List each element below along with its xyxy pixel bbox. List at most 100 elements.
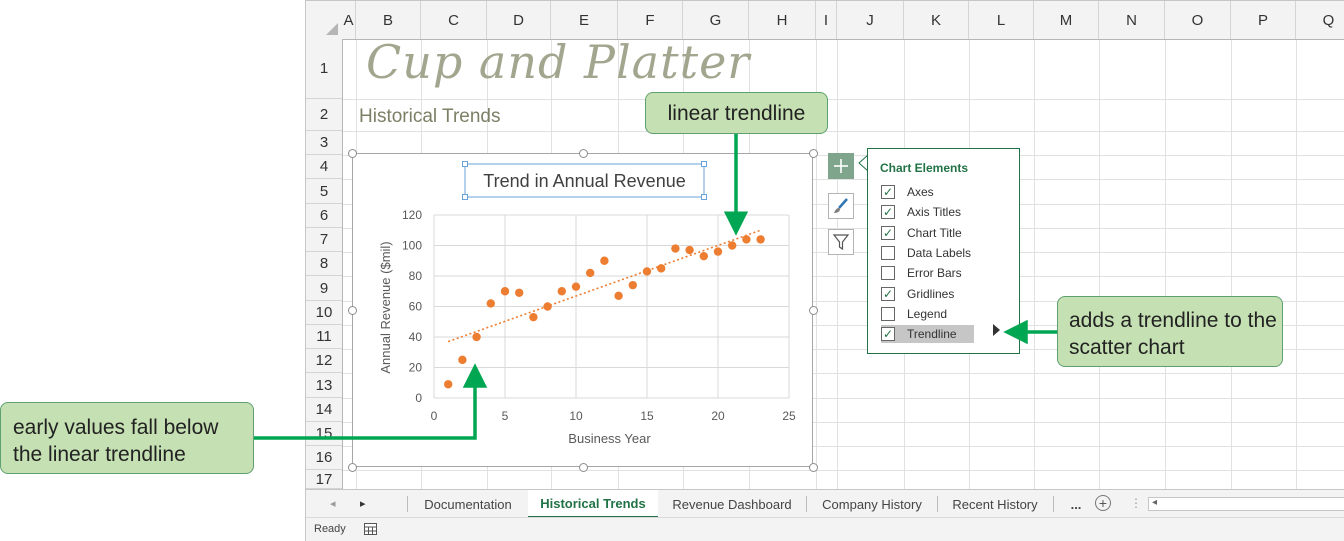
data-point[interactable] xyxy=(614,291,623,301)
column-header-b[interactable]: B xyxy=(356,1,421,39)
data-point[interactable] xyxy=(444,380,453,389)
row-header-5[interactable]: 5 xyxy=(306,179,342,204)
data-point[interactable] xyxy=(756,235,765,244)
tab-historical-trends[interactable]: Historical Trends xyxy=(528,490,658,518)
select-all-corner[interactable] xyxy=(306,1,342,39)
scatter-chart[interactable]: Trend in Annual Revenue 0 20 40 60 80 100 120 0 5… xyxy=(352,153,813,467)
row-header-7[interactable]: 7 xyxy=(306,228,342,252)
column-header-d[interactable]: D xyxy=(487,1,551,39)
tab-company-history[interactable]: Company History xyxy=(822,496,922,512)
checkbox-icon[interactable]: ✓ xyxy=(881,205,895,220)
data-point[interactable] xyxy=(728,241,737,250)
row-header-8[interactable]: 8 xyxy=(306,252,342,276)
chart-resize-handle[interactable] xyxy=(808,148,818,158)
data-point[interactable] xyxy=(515,288,524,297)
column-header-k[interactable]: K xyxy=(904,1,969,39)
column-header-o[interactable]: O xyxy=(1165,1,1231,39)
data-point[interactable] xyxy=(628,280,637,290)
data-point[interactable] xyxy=(699,251,708,261)
row-header-16[interactable]: 16 xyxy=(306,446,342,470)
chart-elements-button[interactable] xyxy=(828,153,854,179)
chart-element-trendline[interactable]: ✓ Trendline xyxy=(881,325,974,344)
row-header-12[interactable]: 12 xyxy=(306,349,342,373)
row-header-10[interactable]: 10 xyxy=(306,301,342,325)
data-point[interactable] xyxy=(671,244,680,253)
chart-element-chart-title[interactable]: ✓ Chart Title xyxy=(881,224,962,242)
scroll-left-icon[interactable]: ◂ xyxy=(330,498,336,510)
column-header-p[interactable]: P xyxy=(1231,1,1296,39)
row-header-6[interactable]: 6 xyxy=(306,204,342,228)
chart-element-legend[interactable]: Legend xyxy=(881,305,947,323)
column-header-g[interactable]: G xyxy=(683,1,749,39)
data-point[interactable] xyxy=(500,287,510,296)
scroll-right-icon[interactable]: ▸ xyxy=(360,498,366,510)
chart-resize-handle[interactable] xyxy=(347,148,357,158)
add-sheet-icon[interactable]: + xyxy=(1095,495,1111,511)
row-header-2[interactable]: 2 xyxy=(306,99,342,131)
row-header-15[interactable]: 15 xyxy=(306,422,342,446)
data-point[interactable] xyxy=(657,264,666,273)
column-header-a[interactable]: A xyxy=(342,1,356,39)
chart-resize-handle[interactable] xyxy=(578,148,588,158)
tab-documentation[interactable]: Documentation xyxy=(424,496,512,512)
column-header-j[interactable]: J xyxy=(837,1,904,39)
data-point[interactable] xyxy=(472,332,481,342)
data-point[interactable] xyxy=(685,245,694,255)
row-header-3[interactable]: 3 xyxy=(306,131,342,155)
chart-resize-handle[interactable] xyxy=(347,462,357,472)
column-header-m[interactable]: M xyxy=(1034,1,1099,39)
data-point[interactable] xyxy=(458,355,467,365)
checkbox-icon[interactable] xyxy=(881,266,895,281)
chart-filters-button[interactable] xyxy=(828,229,854,255)
checkbox-icon[interactable]: ✓ xyxy=(881,185,895,199)
chart-resize-handle[interactable] xyxy=(808,305,818,315)
checkbox-icon[interactable] xyxy=(881,245,895,260)
column-header-f[interactable]: F xyxy=(618,1,683,39)
chart-resize-handle[interactable] xyxy=(578,462,588,472)
data-point[interactable] xyxy=(529,312,538,322)
chart-element-data-labels[interactable]: Data Labels xyxy=(881,244,971,262)
horizontal-scrollbar[interactable]: ◂ xyxy=(1148,497,1344,511)
data-point[interactable] xyxy=(642,267,652,276)
data-point[interactable] xyxy=(543,302,552,311)
chart-element-axes[interactable]: ✓ Axes xyxy=(881,183,934,201)
data-point[interactable] xyxy=(571,282,581,291)
row-header-11[interactable]: 11 xyxy=(306,325,342,349)
row-header-13[interactable]: 13 xyxy=(306,373,342,398)
chart-styles-button[interactable] xyxy=(828,193,854,219)
column-header-e[interactable]: E xyxy=(551,1,618,39)
column-header-n[interactable]: N xyxy=(1099,1,1165,39)
data-point[interactable] xyxy=(486,299,495,308)
data-point[interactable] xyxy=(713,247,723,256)
column-header-h[interactable]: H xyxy=(749,1,816,39)
data-point[interactable] xyxy=(586,268,595,278)
chart-element-axis-titles[interactable]: ✓ Axis Titles xyxy=(881,203,961,221)
row-header-1[interactable]: 1 xyxy=(306,39,342,99)
data-point[interactable] xyxy=(600,256,609,265)
checkbox-icon[interactable]: ✓ xyxy=(881,286,895,301)
checkbox-icon[interactable] xyxy=(881,306,895,321)
tab-splitter-icon[interactable]: ⋮ xyxy=(1130,496,1142,510)
column-header-l[interactable]: L xyxy=(969,1,1034,39)
title-handle[interactable] xyxy=(701,194,707,200)
row-header-17[interactable]: 17 xyxy=(306,470,342,489)
title-handle[interactable] xyxy=(462,194,468,200)
linear-trendline[interactable] xyxy=(447,229,761,343)
title-handle[interactable] xyxy=(701,161,707,167)
trendline-more-options-icon[interactable] xyxy=(991,323,1001,337)
checkbox-icon[interactable]: ✓ xyxy=(881,225,895,240)
column-header-q[interactable]: Q xyxy=(1296,1,1344,39)
chart-title-box[interactable] xyxy=(464,163,705,198)
row-header-4[interactable]: 4 xyxy=(306,155,342,179)
title-handle[interactable] xyxy=(462,161,468,167)
chart-element-error-bars[interactable]: Error Bars xyxy=(881,264,962,282)
row-header-9[interactable]: 9 xyxy=(306,276,342,301)
chart-element-gridlines[interactable]: ✓ Gridlines xyxy=(881,285,954,303)
macro-record-icon[interactable] xyxy=(364,523,378,536)
data-point[interactable] xyxy=(557,287,566,296)
scrollbar-left-icon[interactable]: ◂ xyxy=(1152,497,1158,508)
chart-resize-handle[interactable] xyxy=(347,305,357,315)
row-header-14[interactable]: 14 xyxy=(306,398,342,422)
column-header-c[interactable]: C xyxy=(421,1,487,39)
chart-resize-handle[interactable] xyxy=(808,462,818,472)
